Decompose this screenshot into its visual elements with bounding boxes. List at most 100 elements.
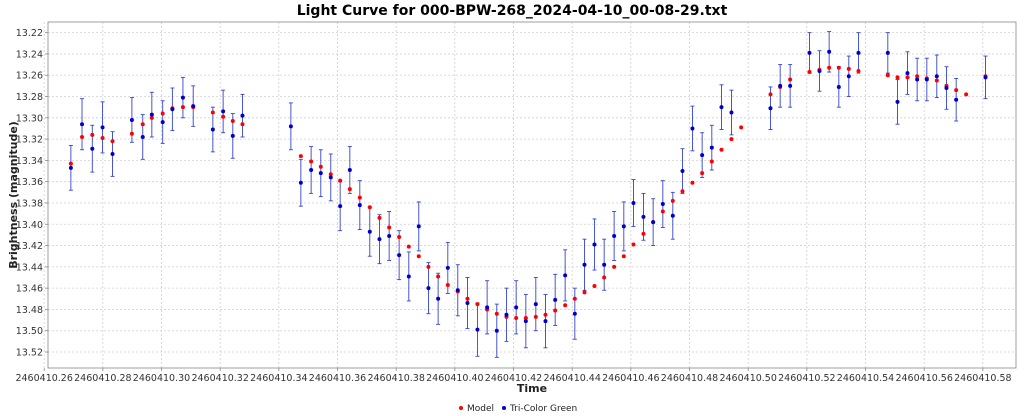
model-point xyxy=(964,92,969,97)
observation-point xyxy=(817,68,822,73)
observation-point xyxy=(210,127,215,132)
observation-point xyxy=(309,167,314,172)
x-tick-label: 2460410.26 xyxy=(15,373,72,384)
observation-point xyxy=(915,77,920,82)
model-point xyxy=(660,209,665,214)
model-point xyxy=(895,75,900,80)
y-tick-label: 13.40 xyxy=(16,220,43,231)
observation-point xyxy=(700,153,705,158)
observation-point xyxy=(180,95,185,100)
y-tick-label: 13.26 xyxy=(16,71,43,82)
observation-point xyxy=(68,165,73,170)
y-tick-label: 13.32 xyxy=(16,135,43,146)
model-point xyxy=(210,110,215,115)
model-point xyxy=(709,159,714,164)
error-bars xyxy=(68,31,988,358)
model-point xyxy=(885,73,890,78)
observation-point xyxy=(357,203,362,208)
y-tick-label: 13.28 xyxy=(16,92,43,103)
x-tick-label: 2460410.28 xyxy=(74,373,131,384)
observation-point xyxy=(288,124,293,129)
x-tick-label: 2460410.52 xyxy=(778,373,835,384)
observation-point xyxy=(475,327,480,332)
observation-point xyxy=(160,120,165,125)
y-tick-label: 13.24 xyxy=(16,49,43,60)
model-point xyxy=(221,114,226,119)
model-point xyxy=(309,159,314,164)
observation-point xyxy=(602,262,607,267)
y-tick-label: 13.44 xyxy=(16,262,43,273)
observation-point xyxy=(944,86,949,91)
observation-point xyxy=(768,106,773,111)
legend-marker-model xyxy=(459,406,463,410)
observation-point xyxy=(347,167,352,172)
observation-point xyxy=(553,297,558,302)
observation-point xyxy=(100,125,105,130)
model-point xyxy=(406,244,411,249)
y-tick-label: 13.52 xyxy=(16,348,43,359)
model-point xyxy=(582,290,587,295)
model-point xyxy=(465,296,470,301)
y-tick-label: 13.22 xyxy=(16,28,43,39)
x-tick-label: 2460410.54 xyxy=(837,373,894,384)
grid-layer xyxy=(43,22,1016,368)
model-point xyxy=(934,78,939,83)
observation-point xyxy=(807,50,812,55)
model-point xyxy=(298,154,303,159)
model-point xyxy=(416,254,421,259)
model-point xyxy=(768,92,773,97)
observation-point xyxy=(582,262,587,267)
model-point xyxy=(140,122,145,127)
x-tick-label: 2460410.40 xyxy=(426,373,483,384)
legend-label-model: Model xyxy=(467,404,494,414)
observation-point xyxy=(455,288,460,293)
model-point xyxy=(180,105,185,110)
observation-point xyxy=(149,112,154,117)
observation-point xyxy=(328,175,333,180)
y-tick-label: 13.46 xyxy=(16,284,43,295)
observation-point xyxy=(90,146,95,151)
model-point xyxy=(68,161,73,166)
observation-point xyxy=(690,126,695,131)
observation-series xyxy=(68,49,988,333)
model-point xyxy=(514,315,519,320)
observation-point xyxy=(387,233,392,238)
model-point xyxy=(475,302,480,307)
observation-point xyxy=(934,74,939,79)
observation-point xyxy=(885,50,890,55)
y-tick-label: 13.38 xyxy=(16,198,43,209)
observation-point xyxy=(778,83,783,88)
model-point xyxy=(377,215,382,220)
y-axis: 13.22 13.24 13.26 13.28 13.30 13.32 13.34 13.36… xyxy=(16,28,48,359)
observation-point xyxy=(397,253,402,258)
observation-point xyxy=(827,49,832,54)
model-point xyxy=(328,172,333,177)
observation-point xyxy=(670,213,675,218)
model-point xyxy=(445,282,450,287)
model-point xyxy=(690,180,695,185)
model-point xyxy=(788,77,793,82)
model-point xyxy=(533,314,538,319)
model-point xyxy=(523,315,528,320)
observation-point xyxy=(129,117,134,122)
model-point xyxy=(905,75,910,80)
x-tick-label: 2460410.36 xyxy=(309,373,366,384)
model-point xyxy=(631,242,636,247)
model-point xyxy=(318,164,323,169)
observation-point xyxy=(514,305,519,310)
model-point xyxy=(240,122,245,127)
observation-point xyxy=(836,84,841,89)
observation-point xyxy=(406,274,411,279)
observation-point xyxy=(983,75,988,80)
observation-point xyxy=(895,99,900,104)
y-tick-label: 13.42 xyxy=(16,241,43,252)
observation-point xyxy=(856,50,861,55)
observation-point xyxy=(170,107,175,112)
model-point xyxy=(592,284,597,289)
observation-point xyxy=(191,104,196,109)
model-point xyxy=(436,274,441,279)
legend: Model Tri-Color Green xyxy=(459,404,577,414)
model-point xyxy=(807,70,812,75)
observation-point xyxy=(651,220,656,225)
